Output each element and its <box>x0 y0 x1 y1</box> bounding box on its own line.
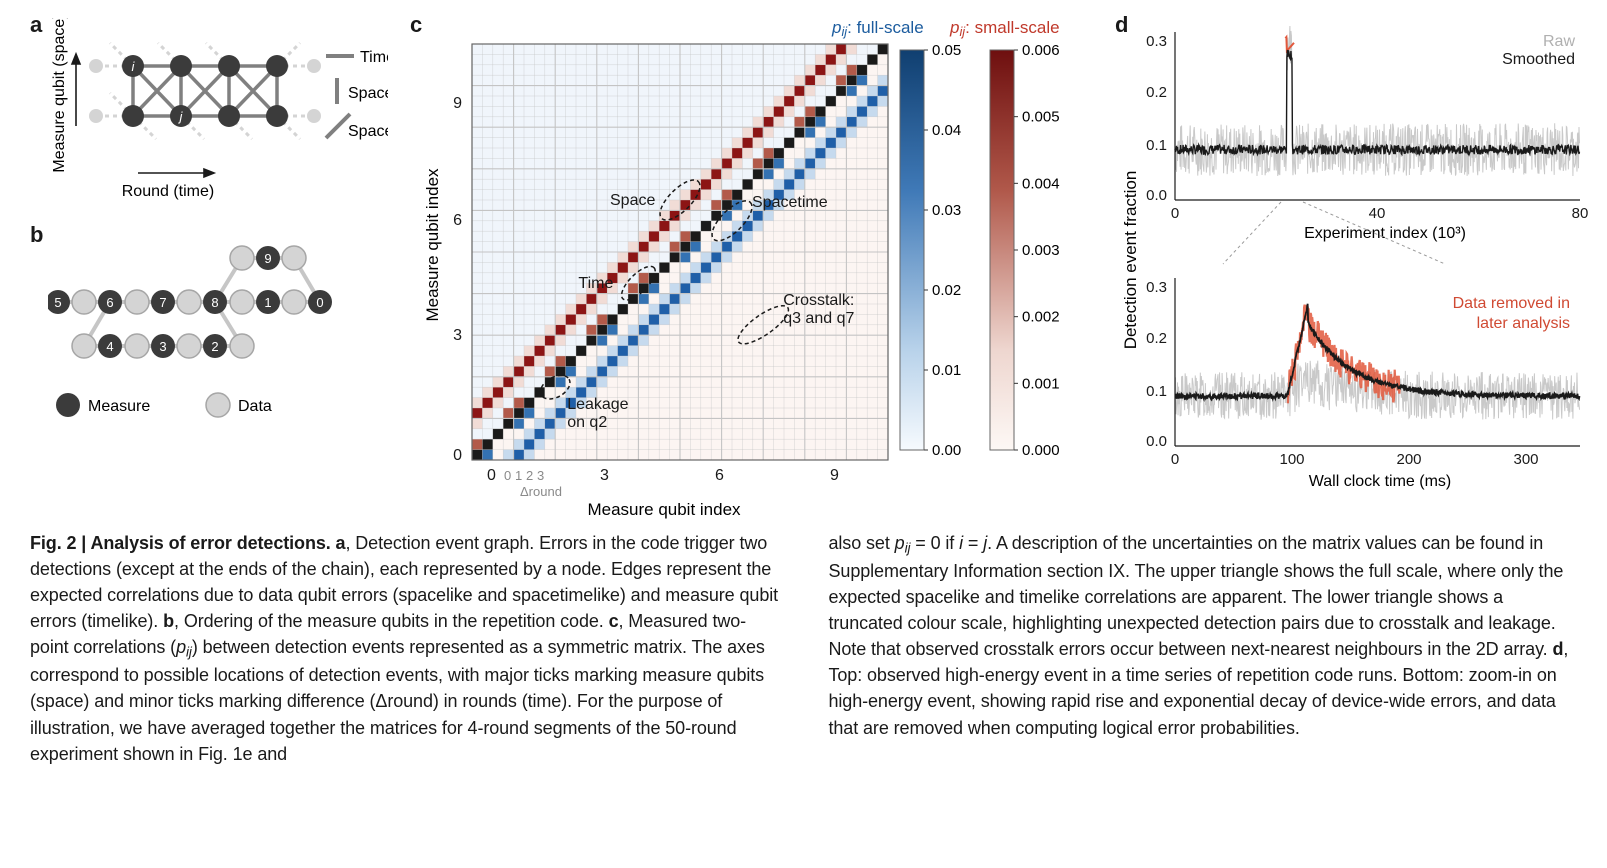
svg-text:Wall clock time (ms): Wall clock time (ms) <box>1309 473 1452 490</box>
svg-text:2: 2 <box>526 468 533 483</box>
svg-text:Δround: Δround <box>520 484 562 499</box>
svg-text:Leakage: Leakage <box>567 396 628 413</box>
svg-text:Crosstalk:: Crosstalk: <box>783 292 854 309</box>
svg-text:9: 9 <box>453 95 462 112</box>
svg-text:Space: Space <box>348 85 388 102</box>
svg-text:0.1: 0.1 <box>1146 137 1167 154</box>
svg-text:0.3: 0.3 <box>1146 279 1167 296</box>
svg-text:0: 0 <box>1171 205 1179 222</box>
svg-text:0.003: 0.003 <box>1022 242 1060 259</box>
svg-text:0: 0 <box>316 295 323 310</box>
svg-text:9: 9 <box>264 251 271 266</box>
svg-text:3: 3 <box>159 339 166 354</box>
svg-text:Data removed in: Data removed in <box>1453 295 1570 312</box>
svg-text:0: 0 <box>1171 451 1179 468</box>
figure-caption: Fig. 2 | Analysis of error detections. a… <box>30 530 1577 767</box>
svg-text:6: 6 <box>453 212 462 229</box>
svg-text:0.001: 0.001 <box>1022 375 1060 392</box>
svg-text:5: 5 <box>54 295 61 310</box>
svg-text:Smoothed: Smoothed <box>1502 51 1575 68</box>
svg-text:80: 80 <box>1572 205 1589 222</box>
svg-text:Raw: Raw <box>1543 33 1575 50</box>
svg-text:40: 40 <box>1369 205 1386 222</box>
svg-text:Data: Data <box>238 398 272 415</box>
svg-text:0.1: 0.1 <box>1146 383 1167 400</box>
svg-text:200: 200 <box>1396 451 1421 468</box>
svg-text:1: 1 <box>515 468 522 483</box>
svg-text:Experiment index (10³): Experiment index (10³) <box>1304 225 1466 242</box>
panel-a-graph: i j Measure qubit (space) Round (time) T… <box>48 18 388 218</box>
svg-text:0: 0 <box>504 468 511 483</box>
svg-text:on q2: on q2 <box>567 414 607 431</box>
svg-text:0.03: 0.03 <box>932 202 961 219</box>
svg-text:Time: Time <box>360 49 388 66</box>
svg-text:0: 0 <box>453 447 462 464</box>
panel-c-heatmap: Space Time Spacetime Crosstalk:q3 and q7 Lea… <box>420 20 1100 520</box>
svg-text:9: 9 <box>830 467 839 484</box>
svg-text:Spacetime: Spacetime <box>752 194 828 211</box>
svg-text:0.004: 0.004 <box>1022 175 1060 192</box>
svg-text:2: 2 <box>211 339 218 354</box>
svg-text:4: 4 <box>106 339 113 354</box>
svg-text:0.00: 0.00 <box>932 442 961 459</box>
svg-text:0.2: 0.2 <box>1146 84 1167 101</box>
panel-a-label: a <box>30 12 42 38</box>
panel-d-plots: Detection event fraction 0 40 80 0.0 0.1… <box>1120 20 1607 520</box>
svg-text:Detection event fraction: Detection event fraction <box>1121 171 1140 350</box>
svg-text:100: 100 <box>1279 451 1304 468</box>
svg-text:0.000: 0.000 <box>1022 442 1060 459</box>
svg-text:3: 3 <box>537 468 544 483</box>
svg-text:0.05: 0.05 <box>932 42 961 59</box>
svg-text:0.006: 0.006 <box>1022 42 1060 59</box>
svg-text:0.0: 0.0 <box>1146 433 1167 450</box>
svg-text:0.02: 0.02 <box>932 282 961 299</box>
svg-text:later analysis: later analysis <box>1477 315 1570 332</box>
panel-b-graph: 9 5 6 7 8 1 0 4 3 2 Measure Data <box>48 240 388 440</box>
svg-text:Measure qubit index: Measure qubit index <box>423 168 442 322</box>
svg-text:q3 and q7: q3 and q7 <box>783 310 854 327</box>
svg-text:3: 3 <box>453 327 462 344</box>
svg-text:0.005: 0.005 <box>1022 109 1060 126</box>
svg-text:Round (time): Round (time) <box>122 183 214 200</box>
svg-text:0.04: 0.04 <box>932 122 961 139</box>
svg-text:Spacetime: Spacetime <box>348 123 388 140</box>
svg-text:1: 1 <box>264 295 271 310</box>
panel-b-label: b <box>30 222 43 248</box>
svg-text:8: 8 <box>211 295 218 310</box>
svg-text:0.002: 0.002 <box>1022 309 1060 326</box>
svg-text:7: 7 <box>159 295 166 310</box>
svg-text:Space: Space <box>610 192 655 209</box>
svg-text:Measure qubit (space): Measure qubit (space) <box>51 18 68 173</box>
svg-text:6: 6 <box>106 295 113 310</box>
svg-text:0.0: 0.0 <box>1146 187 1167 204</box>
svg-text:0.2: 0.2 <box>1146 330 1167 347</box>
svg-text:6: 6 <box>715 467 724 484</box>
svg-text:Measure: Measure <box>88 398 150 415</box>
svg-text:3: 3 <box>600 467 609 484</box>
figure-panels: a i j <box>0 0 1607 510</box>
svg-text:0.3: 0.3 <box>1146 33 1167 50</box>
svg-text:Time: Time <box>578 275 613 292</box>
svg-text:0.01: 0.01 <box>932 362 961 379</box>
svg-text:0: 0 <box>487 467 496 484</box>
svg-text:Measure qubit index: Measure qubit index <box>587 500 741 519</box>
svg-text:300: 300 <box>1513 451 1538 468</box>
